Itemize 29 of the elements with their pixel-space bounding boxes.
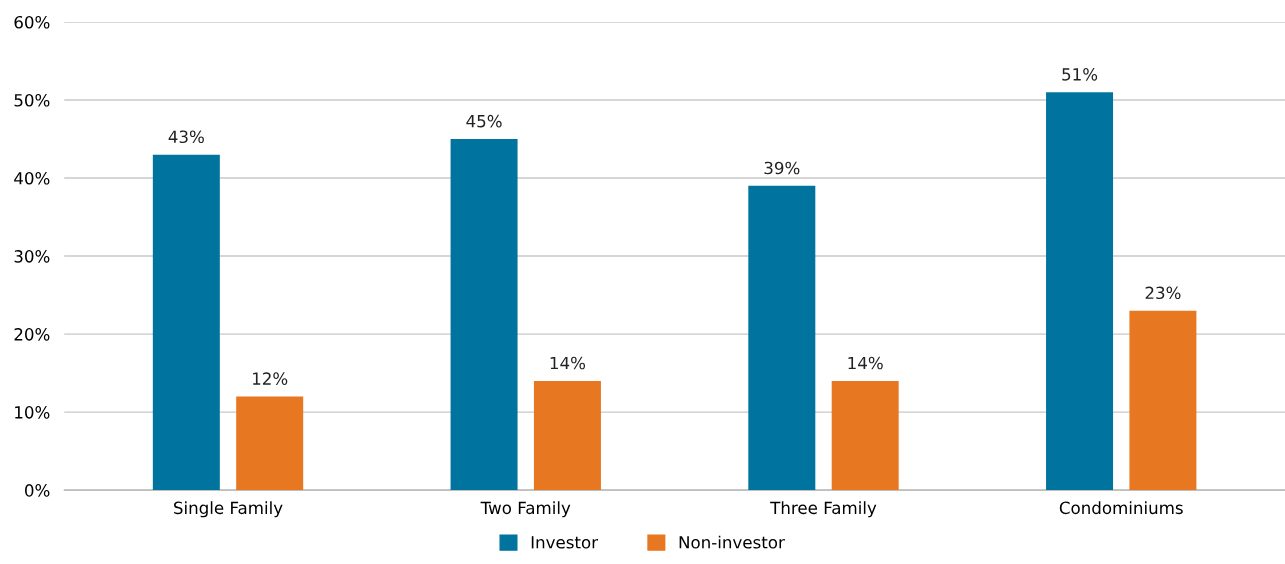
data-label: 51% <box>1062 68 1098 81</box>
bar <box>533 380 601 491</box>
data-label: 12% <box>253 372 288 385</box>
bar <box>1129 310 1197 491</box>
data-label: 43% <box>168 130 204 144</box>
bar <box>450 139 518 491</box>
legend-label: Investor <box>531 536 599 549</box>
legend-label: Non-investor <box>679 535 785 549</box>
y-tick-label: 0% <box>25 484 50 497</box>
x-tick-label: Condominiums <box>1059 501 1183 515</box>
data-label: 23% <box>1145 286 1181 300</box>
bar <box>1046 92 1114 491</box>
data-label: 14% <box>550 356 586 370</box>
bar <box>152 154 220 491</box>
x-tick-label: Single Family <box>174 501 283 518</box>
data-label: 45% <box>466 114 502 128</box>
bar <box>236 396 304 491</box>
y-tick-label: 30% <box>14 250 50 263</box>
x-tick-label: Three Family <box>770 501 877 518</box>
bar <box>748 185 816 491</box>
y-tick-label: 60% <box>14 15 50 29</box>
x-tick-label: Two Family <box>480 501 571 518</box>
data-label: 14% <box>848 356 883 370</box>
y-tick-label: 40% <box>14 172 50 185</box>
bar <box>831 380 899 491</box>
y-tick-label: 10% <box>15 406 50 419</box>
data-label: 39% <box>764 161 800 175</box>
y-tick-label: 20% <box>14 328 50 341</box>
y-tick-label: 50% <box>14 93 50 107</box>
